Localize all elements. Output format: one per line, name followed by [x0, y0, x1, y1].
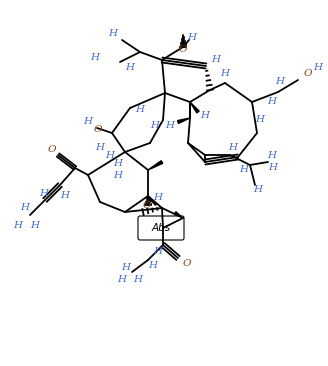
Text: H: H [133, 276, 142, 284]
Text: H: H [113, 171, 122, 179]
Text: H: H [229, 143, 237, 153]
Text: O: O [183, 258, 191, 268]
Text: H: H [121, 264, 131, 273]
Text: H: H [254, 186, 262, 194]
Text: H: H [166, 120, 174, 130]
Polygon shape [177, 118, 190, 123]
Polygon shape [190, 102, 199, 113]
Text: H: H [109, 30, 117, 38]
Text: O: O [48, 146, 56, 154]
Text: H: H [154, 247, 162, 257]
Text: H: H [95, 143, 105, 153]
Text: H: H [200, 111, 210, 120]
Text: H: H [135, 105, 145, 115]
Text: O: O [304, 70, 312, 78]
Text: H: H [188, 33, 196, 41]
Text: H: H [113, 158, 122, 168]
FancyBboxPatch shape [138, 216, 184, 240]
Text: O: O [179, 45, 187, 55]
Text: H: H [39, 188, 49, 198]
Text: H: H [84, 117, 92, 127]
Text: H: H [117, 276, 127, 284]
Text: H: H [13, 220, 23, 229]
Text: H: H [20, 203, 30, 213]
Text: H: H [149, 261, 157, 269]
Text: H: H [126, 63, 134, 72]
Text: H: H [314, 63, 322, 71]
Text: H: H [154, 194, 162, 202]
Text: H: H [212, 56, 220, 64]
Text: H: H [276, 78, 284, 86]
Text: H: H [268, 97, 277, 107]
Text: H: H [151, 120, 159, 130]
Text: H: H [239, 165, 249, 175]
Text: Abs: Abs [152, 223, 171, 233]
Text: H: H [220, 70, 230, 78]
Text: H: H [268, 150, 277, 160]
Text: H: H [106, 150, 114, 160]
Text: H: H [91, 53, 99, 63]
Text: H: H [60, 190, 70, 199]
Polygon shape [148, 161, 163, 170]
Text: O: O [143, 201, 151, 209]
Text: H: H [31, 220, 39, 229]
Text: O: O [94, 126, 102, 134]
Text: H: H [256, 116, 264, 124]
Polygon shape [174, 212, 183, 218]
Text: H: H [269, 164, 277, 172]
